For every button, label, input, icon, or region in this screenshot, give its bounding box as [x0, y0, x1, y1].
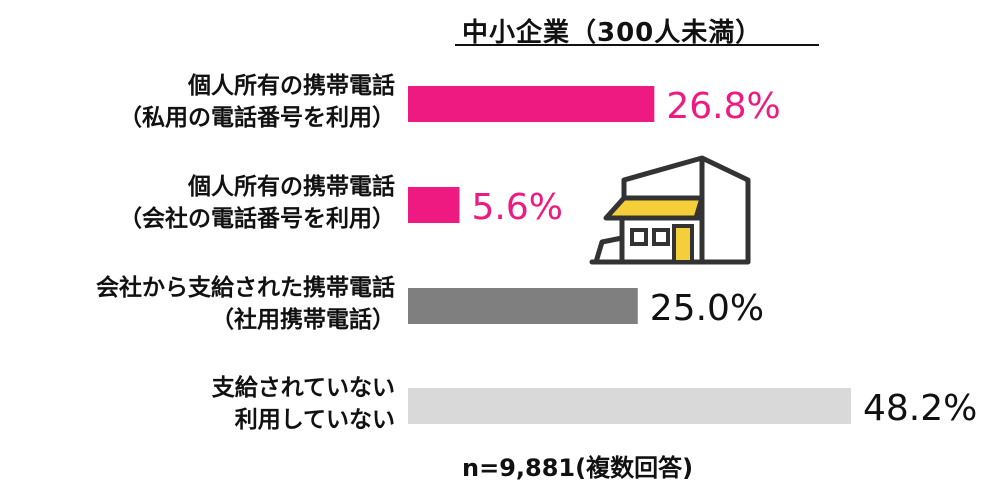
value-label-0: 26.8%: [666, 86, 780, 127]
bar-2: [408, 288, 638, 324]
category-label-2-line-0: 会社から支給された携帯電話: [96, 275, 395, 301]
category-label-1-line-0: 個人所有の携帯電話: [188, 174, 395, 200]
value-label-3: 48.2%: [863, 388, 977, 429]
category-label-3-line-0: 支給されていない: [211, 375, 395, 401]
category-label-0: 個人所有の携帯電話 （私用の電話番号を利用）: [0, 70, 395, 134]
category-label-2-line-1: （社用携帯電話）: [211, 307, 395, 333]
category-label-3: 支給されていない利用していない: [0, 372, 395, 436]
value-label-2: 25.0%: [650, 288, 764, 329]
bar-0: [408, 86, 655, 122]
building-icon: [589, 155, 751, 265]
category-label-0-line-0: 個人所有の携帯電話: [188, 73, 395, 99]
sample-note: n=9,881(複数回答): [462, 454, 694, 482]
value-label-1: 5.6%: [471, 187, 562, 228]
bar-3: [408, 388, 851, 424]
category-label-0-line-1: （私用の電話番号を利用）: [119, 105, 395, 131]
bar-1: [408, 187, 460, 223]
chart-title: 中小企業（300人未満）: [462, 18, 763, 48]
category-label-3-line-1: 利用していない: [234, 407, 395, 433]
category-label-2: 会社から支給された携帯電話 （社用携帯電話）: [0, 272, 395, 336]
category-label-1: 個人所有の携帯電話 （会社の電話番号を利用）: [0, 171, 395, 235]
title-underline: [455, 44, 819, 46]
category-label-1-line-1: （会社の電話番号を利用）: [119, 206, 395, 232]
